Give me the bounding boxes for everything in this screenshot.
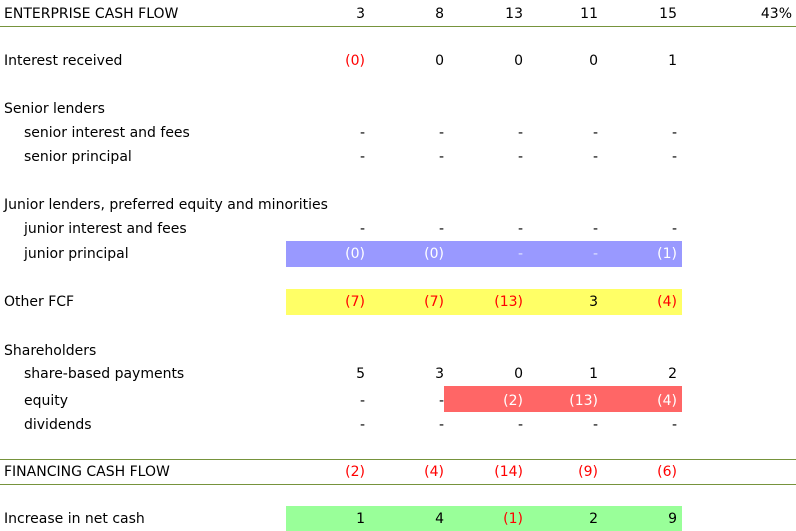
increase-value-1: 1 — [356, 511, 365, 527]
other-fcf-value-5: (4) — [657, 294, 677, 310]
junior-interest-value-5: - — [671, 221, 677, 237]
interest-value-5: 1 — [668, 53, 677, 69]
other-fcf-value-3: (13) — [494, 294, 523, 310]
share-based-value-4: 1 — [589, 366, 598, 382]
enterprise-value-3: 13 — [505, 6, 523, 22]
other-fcf-row: Other FCF (7) (7) (13) 3 (4) — [0, 289, 796, 315]
increase-value-4: 2 — [589, 511, 598, 527]
other-fcf-value-4: 3 — [589, 294, 598, 310]
increase-value-5: 9 — [668, 511, 677, 527]
share-based-value-5: 2 — [668, 366, 677, 382]
financing-cash-flow-label: FINANCING CASH FLOW — [4, 464, 170, 480]
dividends-value-5: - — [671, 417, 677, 433]
junior-interest-value-1: - — [359, 221, 365, 237]
junior-interest-value-4: - — [592, 221, 598, 237]
enterprise-cash-flow-label: ENTERPRISE CASH FLOW — [4, 6, 179, 22]
dividends-value-1: - — [359, 417, 365, 433]
junior-lenders-heading-row: Junior lenders, preferred equity and min… — [0, 193, 796, 217]
interest-value-4: 0 — [589, 53, 598, 69]
share-based-value-3: 0 — [514, 366, 523, 382]
junior-interest-row: junior interest and fees - - - - - — [0, 217, 796, 241]
equity-value-5: (4) — [657, 393, 677, 409]
senior-principal-value-1: - — [359, 149, 365, 165]
interest-value-3: 0 — [514, 53, 523, 69]
junior-principal-value-1: (0) — [345, 246, 365, 262]
junior-principal-value-2: (0) — [424, 246, 444, 262]
interest-received-label: Interest received — [4, 53, 123, 69]
financing-cash-flow-row: FINANCING CASH FLOW (2) (4) (14) (9) (6) — [0, 459, 796, 485]
increase-value-2: 4 — [435, 511, 444, 527]
equity-value-1: - — [359, 393, 365, 409]
share-based-payments-label: share-based payments — [24, 366, 185, 382]
senior-lenders-heading: Senior lenders — [4, 101, 105, 117]
dividends-value-4: - — [592, 417, 598, 433]
dividends-value-3: - — [517, 417, 523, 433]
share-based-payments-row: share-based payments 5 3 0 1 2 — [0, 362, 796, 386]
interest-received-row: Interest received (0) 0 0 0 1 — [0, 49, 796, 73]
shareholders-heading-row: Shareholders — [0, 339, 796, 363]
other-fcf-value-2: (7) — [424, 294, 444, 310]
senior-interest-value-2: - — [438, 125, 444, 141]
senior-interest-value-3: - — [517, 125, 523, 141]
enterprise-value-2: 8 — [435, 6, 444, 22]
equity-value-2: - — [438, 393, 444, 409]
financing-value-3: (14) — [494, 464, 523, 480]
share-based-value-1: 5 — [356, 366, 365, 382]
equity-label: equity — [24, 393, 69, 409]
junior-interest-value-2: - — [438, 221, 444, 237]
senior-principal-row: senior principal - - - - - — [0, 145, 796, 169]
equity-highlight — [444, 386, 682, 412]
senior-interest-row: senior interest and fees - - - - - — [0, 121, 796, 145]
increase-net-cash-row: Increase in net cash 1 4 (1) 2 9 — [0, 506, 796, 531]
increase-net-cash-highlight — [286, 506, 682, 531]
junior-lenders-heading: Junior lenders, preferred equity and min… — [4, 197, 328, 213]
financing-value-2: (4) — [424, 464, 444, 480]
dividends-row: dividends - - - - - — [0, 413, 796, 437]
other-fcf-value-1: (7) — [345, 294, 365, 310]
interest-value-1: (0) — [345, 53, 365, 69]
senior-lenders-heading-row: Senior lenders — [0, 97, 796, 121]
junior-interest-value-3: - — [517, 221, 523, 237]
equity-value-4: (13) — [569, 393, 598, 409]
junior-principal-label: junior principal — [24, 246, 129, 262]
financing-value-1: (2) — [345, 464, 365, 480]
junior-principal-value-3: - — [517, 246, 523, 262]
other-fcf-highlight — [286, 289, 682, 315]
financing-value-5: (6) — [657, 464, 677, 480]
share-based-value-2: 3 — [435, 366, 444, 382]
senior-interest-value-4: - — [592, 125, 598, 141]
senior-interest-label: senior interest and fees — [24, 125, 190, 141]
senior-principal-value-2: - — [438, 149, 444, 165]
junior-principal-highlight — [286, 241, 682, 267]
junior-principal-value-4: - — [592, 246, 598, 262]
senior-interest-value-5: - — [671, 125, 677, 141]
enterprise-value-1: 3 — [356, 6, 365, 22]
interest-value-2: 0 — [435, 53, 444, 69]
dividends-value-2: - — [438, 417, 444, 433]
senior-principal-value-3: - — [517, 149, 523, 165]
enterprise-value-4: 11 — [580, 6, 598, 22]
shareholders-heading: Shareholders — [4, 343, 97, 359]
financing-value-4: (9) — [578, 464, 598, 480]
equity-row: equity - - (2) (13) (4) — [0, 386, 796, 412]
senior-principal-value-4: - — [592, 149, 598, 165]
enterprise-value-5: 15 — [659, 6, 677, 22]
other-fcf-label: Other FCF — [4, 294, 75, 310]
enterprise-cash-flow-row: ENTERPRISE CASH FLOW 3 8 13 11 15 43% — [0, 2, 796, 27]
senior-principal-value-5: - — [671, 149, 677, 165]
increase-value-3: (1) — [503, 511, 523, 527]
enterprise-percent: 43% — [760, 6, 792, 22]
junior-principal-row: junior principal (0) (0) - - (1) — [0, 241, 796, 267]
senior-interest-value-1: - — [359, 125, 365, 141]
junior-interest-label: junior interest and fees — [24, 221, 187, 237]
senior-principal-label: senior principal — [24, 149, 132, 165]
junior-principal-value-5: (1) — [657, 246, 677, 262]
equity-value-3: (2) — [503, 393, 523, 409]
dividends-label: dividends — [24, 417, 92, 433]
increase-net-cash-label: Increase in net cash — [4, 511, 145, 527]
